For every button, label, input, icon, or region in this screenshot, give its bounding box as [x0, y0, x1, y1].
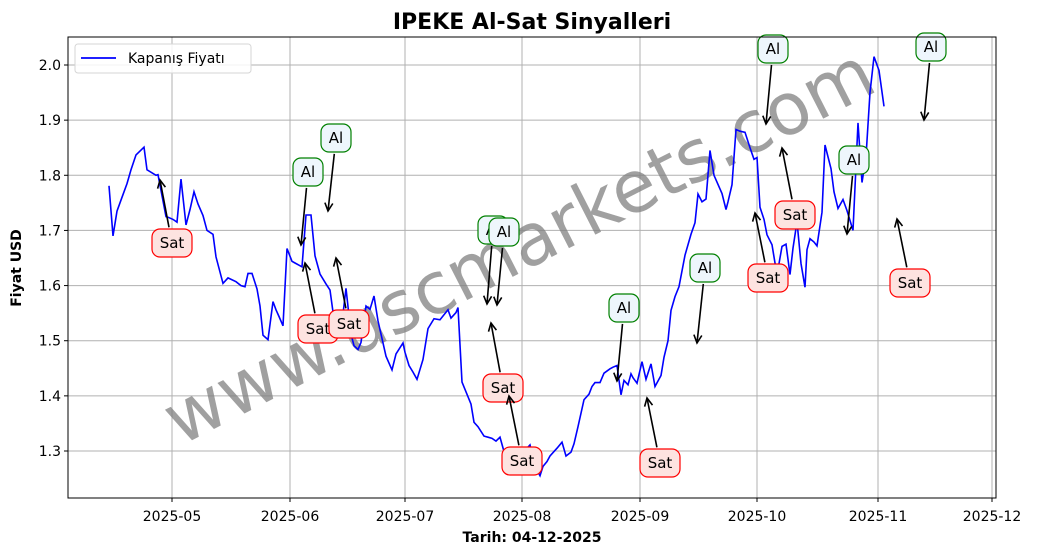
sell-signal-annotation: Sat: [774, 146, 816, 230]
signal-label: Al: [847, 151, 861, 169]
sell-signal-annotation: Sat: [639, 396, 681, 478]
buy-signal-annotation: Al: [915, 32, 947, 122]
signal-label: Al: [329, 129, 343, 147]
arrow-icon: [482, 295, 493, 306]
legend-label: Kapanış Fiyatı: [128, 51, 225, 67]
arrow-icon: [893, 217, 904, 228]
arrow-icon: [332, 256, 343, 267]
arrow-icon: [613, 372, 623, 383]
sell-signal-annotation: Sat: [482, 321, 524, 403]
y-tick-label: 1.5: [39, 334, 61, 350]
buy-signal-annotation: Al: [608, 293, 640, 383]
legend-box: [74, 43, 252, 74]
x-axis-label: Tarih: 04-12-2025: [463, 530, 602, 546]
arrow-icon: [324, 202, 334, 213]
signal-label: Sat: [306, 320, 331, 338]
y-axis: 1.3 1.4 1.5 1.6 1.7 1.8 1.9 2.0: [39, 58, 68, 460]
buy-signal-annotation: Al: [320, 123, 352, 213]
signal-label: Sat: [160, 234, 185, 252]
arrow-icon: [156, 178, 167, 189]
sell-signal-annotation: Sat: [501, 394, 543, 476]
y-tick-label: 1.3: [39, 444, 61, 460]
buy-signal-annotation: Al: [838, 145, 870, 236]
arrow-icon: [778, 146, 789, 157]
buy-signal-annotation: Al: [689, 253, 721, 345]
arrow-icon: [301, 261, 312, 272]
y-tick-label: 1.8: [39, 168, 61, 184]
signal-label: Sat: [783, 206, 808, 224]
signal-label: Al: [766, 40, 780, 58]
buy-signal-annotation: Al: [757, 34, 789, 126]
signal-annotations: Sat Al Al Sat Sat Al Al Sat Sat Al Sat Al Al Sat Sat Al…: [151, 32, 947, 478]
signal-label: Sat: [491, 379, 516, 397]
signal-label: Al: [301, 163, 315, 181]
signal-label: Sat: [337, 315, 362, 333]
signal-label: Sat: [510, 452, 535, 470]
x-tick-label: 2025-05: [143, 509, 202, 525]
signal-label: Al: [497, 223, 511, 241]
chart-title: IPEKE Al-Sat Sinyalleri: [393, 10, 671, 35]
x-tick-label: 2025-11: [849, 509, 908, 525]
signal-label: Al: [617, 299, 631, 317]
sell-signal-annotation: Sat: [747, 211, 789, 293]
y-tick-label: 1.7: [39, 223, 61, 239]
arrow-icon: [505, 394, 516, 405]
sell-signal-annotation: Sat: [889, 217, 931, 298]
sell-signal-annotation: Sat: [328, 256, 370, 339]
arrow-icon: [487, 321, 498, 332]
y-tick-label: 1.4: [39, 389, 61, 405]
arrow-icon: [920, 111, 930, 122]
x-axis: 2025-05 2025-06 2025-07 2025-08 2025-09 2025-…: [143, 498, 1022, 525]
signal-label: Al: [698, 259, 712, 277]
signal-label: Sat: [756, 269, 781, 287]
signal-label: Sat: [898, 274, 923, 292]
arrow-icon: [751, 211, 762, 222]
arrow-icon: [693, 334, 703, 345]
x-tick-label: 2025-07: [376, 509, 435, 525]
plot-frame: [67, 36, 997, 499]
arrow-icon: [643, 396, 654, 407]
x-tick-label: 2025-09: [611, 509, 670, 525]
arrow-icon: [297, 236, 307, 247]
arrow-icon: [493, 296, 503, 307]
x-tick-label: 2025-10: [728, 509, 787, 525]
arrow-icon: [843, 225, 853, 236]
y-tick-label: 2.0: [39, 58, 61, 74]
y-axis-label: Fiyat USD: [9, 229, 25, 307]
x-tick-label: 2025-06: [261, 509, 320, 525]
buy-signal-annotation: Al: [488, 217, 520, 307]
x-tick-label: 2025-12: [963, 509, 1022, 525]
arrow-icon: [762, 115, 772, 126]
signal-label: Al: [924, 38, 938, 56]
y-tick-label: 1.9: [39, 113, 61, 129]
signal-label: Sat: [648, 454, 673, 472]
buy-signal-annotation: Al: [292, 157, 324, 247]
y-tick-label: 1.6: [39, 279, 61, 295]
legend: Kapanış Fiyatı: [74, 43, 252, 74]
sell-signal-annotation: Sat: [297, 261, 339, 344]
x-tick-label: 2025-08: [493, 509, 552, 525]
sell-signal-annotation: Sat: [151, 178, 193, 258]
